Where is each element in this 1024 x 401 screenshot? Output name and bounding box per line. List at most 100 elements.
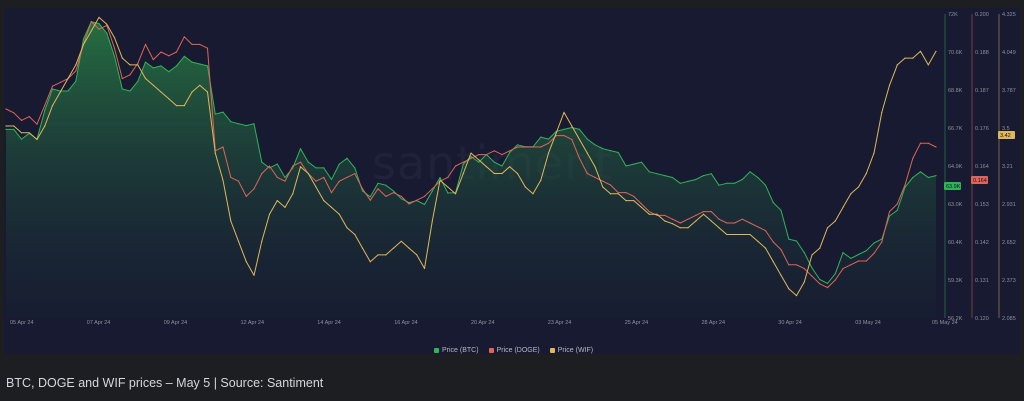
data-point-wif <box>369 261 371 263</box>
data-point-doge <box>330 192 333 194</box>
data-point-wif <box>664 220 666 222</box>
data-point-doge <box>447 176 449 178</box>
data-point-doge <box>842 268 844 270</box>
axis-wif: 4.325 4.049 3.787 3.5 3.21 2.931 2.652 2.373 2.0… <box>998 12 1016 322</box>
data-point-wif <box>307 172 309 175</box>
data-point-doge <box>416 199 418 201</box>
data-point-wif <box>617 193 619 195</box>
data-point-btc <box>656 173 658 175</box>
data-point-doge <box>385 195 387 197</box>
chart-legend: Price (BTC) Price (DOGE) Price (WIF) <box>434 347 593 354</box>
data-point-wif <box>292 193 294 195</box>
data-point-doge <box>485 154 488 156</box>
data-point-wif <box>834 220 836 222</box>
data-point-wif <box>222 179 224 181</box>
data-point-doge <box>276 176 278 178</box>
data-point-wif <box>555 132 557 134</box>
data-point-wif <box>563 111 565 113</box>
data-point-doge <box>609 184 612 186</box>
data-point-btc <box>307 161 309 163</box>
data-point-wif <box>261 240 263 242</box>
legend-item-doge[interactable]: Price (DOGE) <box>488 347 540 354</box>
data-point-btc <box>935 175 937 177</box>
data-point-doge <box>20 119 23 121</box>
data-point-btc <box>160 65 162 67</box>
axis-tick-label-btc: 63.0K <box>948 202 963 208</box>
data-point-doge <box>28 116 30 118</box>
data-point-wif <box>679 227 681 229</box>
axis-tick-label-wif: 2.085 <box>1002 316 1016 322</box>
data-point-wif <box>795 295 798 297</box>
axis-tick-label-wif: 3.5 <box>1002 126 1010 132</box>
axis-tick-label-btc: 66.7K <box>948 126 963 132</box>
legend-item-btc[interactable]: Price (BTC) <box>434 347 479 354</box>
data-point-btc <box>206 65 209 67</box>
data-point-doge <box>137 62 139 64</box>
data-point-doge <box>121 78 123 80</box>
data-point-doge <box>772 241 774 243</box>
data-point-doge <box>168 55 170 57</box>
data-point-wif <box>912 57 914 59</box>
data-point-wif <box>633 200 635 202</box>
data-point-wif <box>478 159 480 161</box>
data-point-btc <box>276 163 278 165</box>
data-point-btc <box>168 71 170 73</box>
data-point-btc <box>757 176 759 179</box>
data-point-btc <box>563 128 565 130</box>
axis-tick-label-btc: 56.2K <box>948 316 963 322</box>
data-point-wif <box>385 254 387 256</box>
legend-label-doge: Price (DOGE) <box>496 347 540 354</box>
data-point-doge <box>578 157 581 159</box>
data-point-wif <box>927 64 929 66</box>
data-point-doge <box>5 108 7 110</box>
legend-item-wif[interactable]: Price (WIF) <box>549 347 593 354</box>
data-point-doge <box>888 211 891 213</box>
data-point-btc <box>865 250 867 252</box>
data-point-wif <box>501 172 503 175</box>
data-point-doge <box>36 123 38 125</box>
data-point-wif <box>896 64 898 66</box>
data-point-btc <box>912 176 914 179</box>
data-point-wif <box>152 84 154 86</box>
data-point-btc <box>315 167 317 169</box>
data-point-wif <box>764 247 767 249</box>
data-point-btc <box>439 176 441 179</box>
current-value-badge-btc <box>944 182 961 190</box>
data-point-btc <box>671 176 674 179</box>
axis-tick-label-btc: 68.8K <box>948 88 963 94</box>
data-point-wif <box>160 91 162 93</box>
data-point-doge <box>935 146 937 148</box>
current-value-label-btc: 63.9K <box>946 184 961 190</box>
data-point-doge <box>741 218 743 220</box>
data-point-btc <box>919 171 922 173</box>
x-tick-label: 09 Apr 24 <box>164 320 188 326</box>
data-point-wif <box>865 172 867 175</box>
axis-tick-label-wif: 4.049 <box>1002 50 1016 56</box>
data-point-doge <box>191 43 193 46</box>
data-point-doge <box>245 195 247 197</box>
data-point-doge <box>795 264 798 266</box>
data-point-doge <box>679 222 681 224</box>
data-point-doge <box>702 211 705 213</box>
data-point-btc <box>183 55 185 57</box>
data-point-wif <box>400 240 402 242</box>
data-point-doge <box>532 146 534 148</box>
data-point-wif <box>741 233 743 236</box>
data-point-wif <box>462 172 464 175</box>
data-point-btc <box>113 55 116 57</box>
data-point-wif <box>726 233 728 236</box>
x-tick-label: 23 Apr 24 <box>548 320 572 326</box>
data-point-doge <box>175 51 178 53</box>
data-point-doge <box>206 47 209 49</box>
series-wif <box>5 16 937 297</box>
data-point-doge <box>726 222 728 224</box>
x-tick-label: 14 Apr 24 <box>317 320 341 326</box>
data-point-wif <box>431 220 433 222</box>
data-point-btc <box>702 175 705 177</box>
btc-area-fill <box>6 21 936 318</box>
data-point-doge <box>160 51 162 53</box>
data-point-doge <box>315 180 317 182</box>
data-point-wif <box>75 64 77 66</box>
x-tick-label: 20 Apr 24 <box>471 320 495 326</box>
data-point-doge <box>284 180 286 182</box>
